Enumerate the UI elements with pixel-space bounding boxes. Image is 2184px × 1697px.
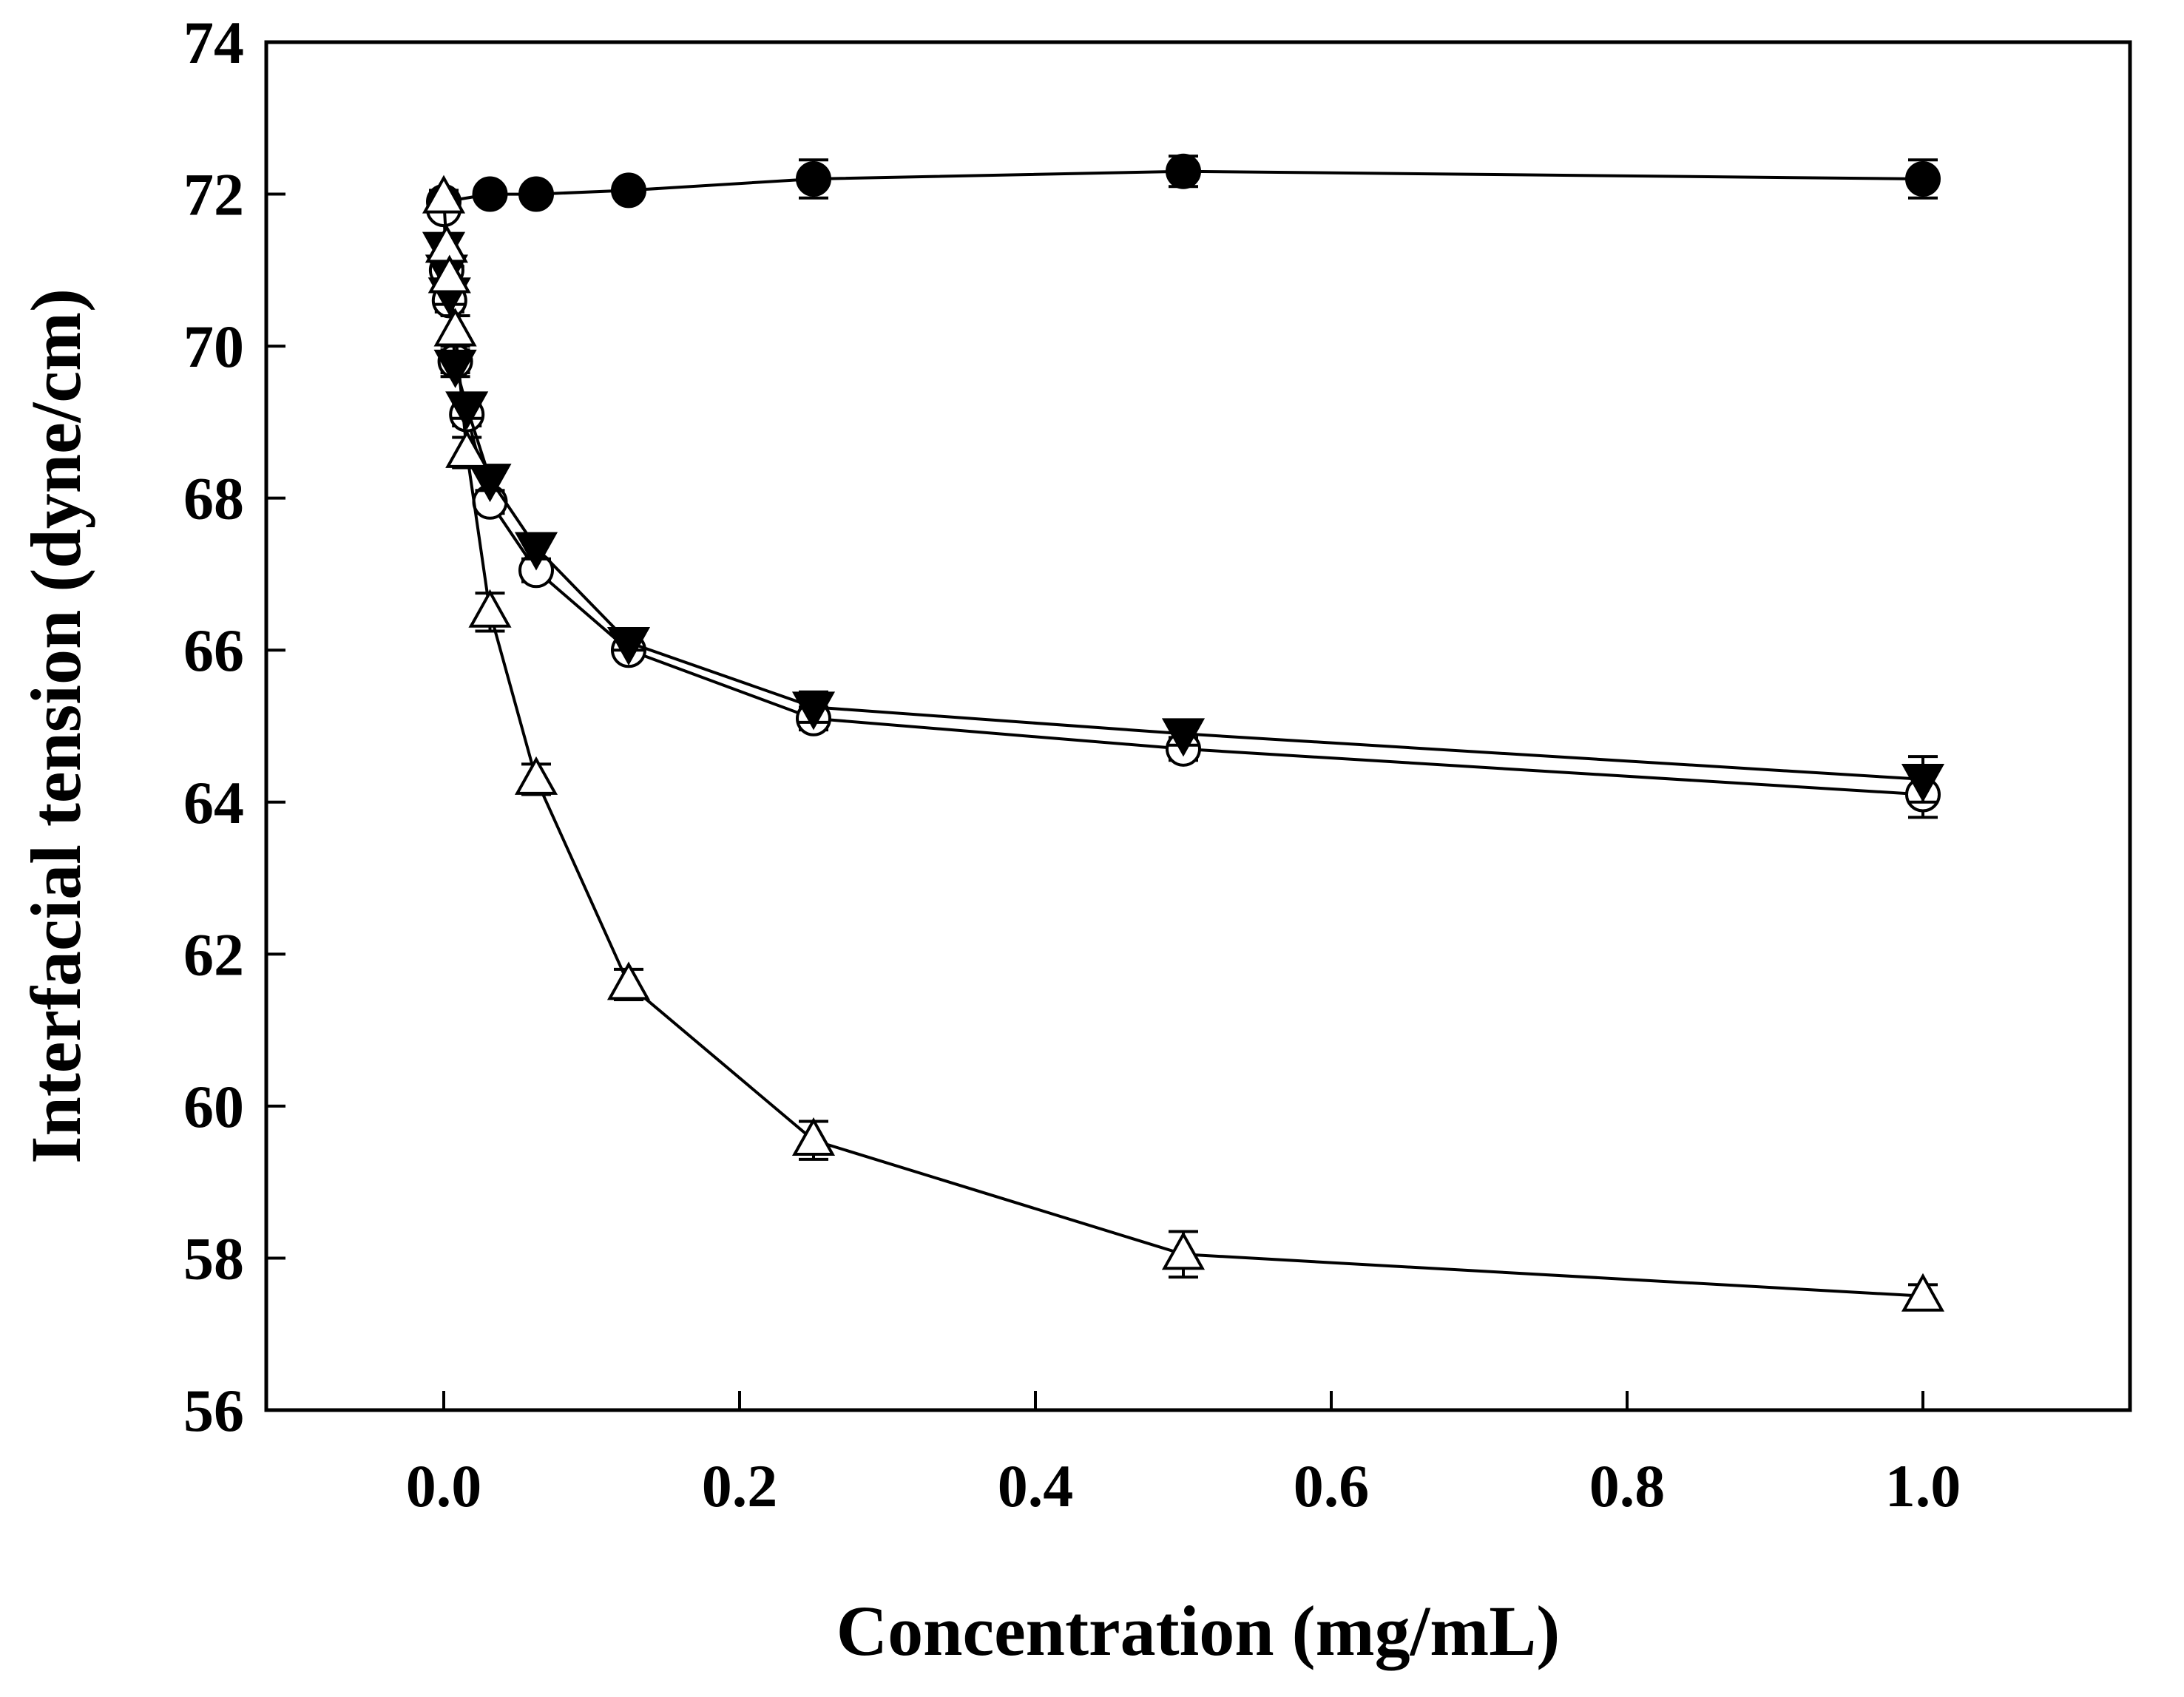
plot-frame [264, 40, 2132, 1412]
y-tick-label: 68 [183, 465, 244, 532]
data-point [468, 589, 512, 628]
data-point [468, 464, 512, 503]
data-point [1166, 153, 1201, 189]
y-tick-label: 64 [183, 769, 244, 836]
data-point [472, 176, 508, 212]
y-tick-label: 58 [183, 1225, 244, 1292]
data-point [433, 349, 477, 388]
data-point [433, 308, 477, 347]
x-axis-title: Concentration (mg/mL) [836, 1591, 1561, 1670]
y-tick-label: 74 [183, 9, 244, 76]
series-filled-inverted-triangle [422, 231, 1945, 804]
x-tick-label: 0.6 [1294, 1452, 1370, 1520]
data-point [606, 961, 651, 1000]
y-axis-title: Interfacial tension (dyne/cm) [16, 288, 95, 1164]
data-point [1901, 1273, 1945, 1312]
x-tick-label: 0.4 [998, 1452, 1074, 1520]
y-axis-ticks: 56 58 60 62 64 66 68 70 72 74 [183, 9, 285, 1444]
series-filled-circle [426, 153, 1941, 220]
y-tick-label: 70 [183, 313, 244, 380]
series-open-triangle [422, 175, 1945, 1312]
x-axis-ticks: 0.0 0.2 0.4 0.6 0.8 1.0 [406, 1391, 1961, 1520]
data-point [1161, 718, 1206, 757]
y-tick-label: 62 [183, 921, 244, 988]
series-line [442, 247, 1924, 781]
series-line [442, 209, 1924, 796]
data-point [514, 756, 558, 795]
data-point [1901, 764, 1945, 803]
data-point [611, 172, 646, 209]
data-point [445, 391, 489, 430]
x-tick-label: 0.8 [1589, 1452, 1666, 1520]
data-point [796, 161, 831, 197]
data-point [1161, 1231, 1206, 1270]
data-point [445, 429, 489, 468]
y-tick-label: 66 [183, 617, 244, 684]
y-tick-label: 60 [183, 1073, 244, 1140]
data-point [791, 691, 836, 731]
data-point [422, 175, 466, 214]
data-point [518, 176, 554, 212]
data-point [427, 254, 471, 294]
data-point [791, 1117, 836, 1156]
data-point [606, 627, 651, 666]
x-tick-label: 1.0 [1885, 1452, 1961, 1520]
y-tick-label: 56 [183, 1377, 244, 1444]
x-tick-label: 0.0 [406, 1452, 482, 1520]
x-tick-label: 0.2 [702, 1452, 778, 1520]
data-point [514, 532, 558, 571]
data-point [1905, 161, 1941, 197]
y-tick-label: 72 [183, 161, 244, 228]
series-layer [422, 153, 1945, 1312]
